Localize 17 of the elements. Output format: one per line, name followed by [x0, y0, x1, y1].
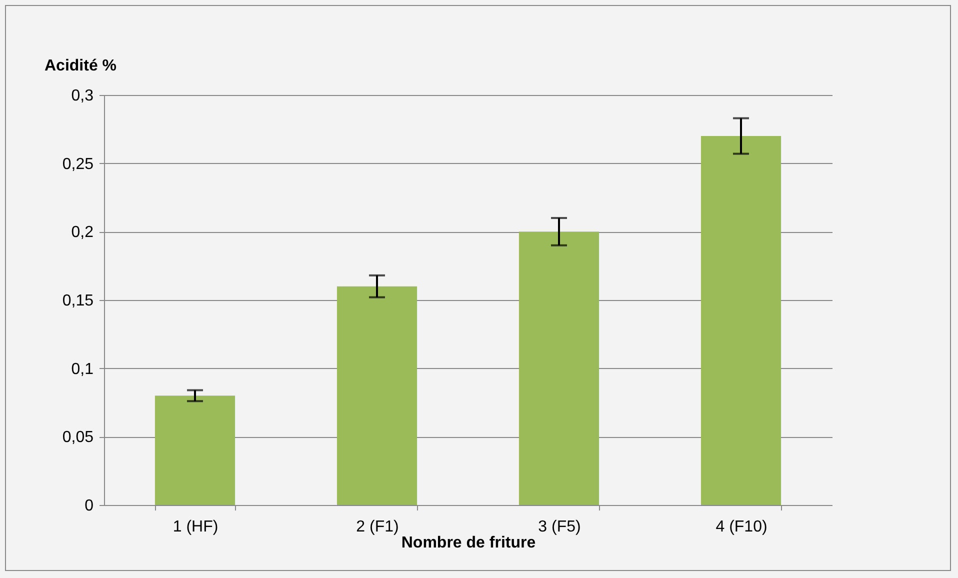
- bar: [154, 396, 236, 505]
- y-tick-label: 0,2: [71, 224, 94, 242]
- bar: [700, 136, 782, 505]
- bar: [518, 232, 600, 505]
- y-tick-label: 0: [84, 498, 94, 514]
- x-tick-label: 4 (F10): [716, 518, 768, 536]
- y-tick-label: 0,3: [71, 88, 94, 104]
- x-tick-label: 3 (F5): [538, 518, 581, 536]
- y-axis-title: Acidité %: [44, 58, 117, 74]
- x-tick-label: 2 (F1): [356, 518, 399, 536]
- y-tick-label: 0,1: [71, 360, 94, 378]
- x-tick-label: 1 (HF): [172, 518, 218, 536]
- bar: [336, 286, 418, 505]
- y-tick-label: 0,15: [62, 292, 94, 310]
- y-tick-label: 0,05: [62, 429, 94, 446]
- y-tick-label: 0,25: [62, 156, 94, 173]
- x-axis-title: Nombre de friture: [401, 534, 536, 552]
